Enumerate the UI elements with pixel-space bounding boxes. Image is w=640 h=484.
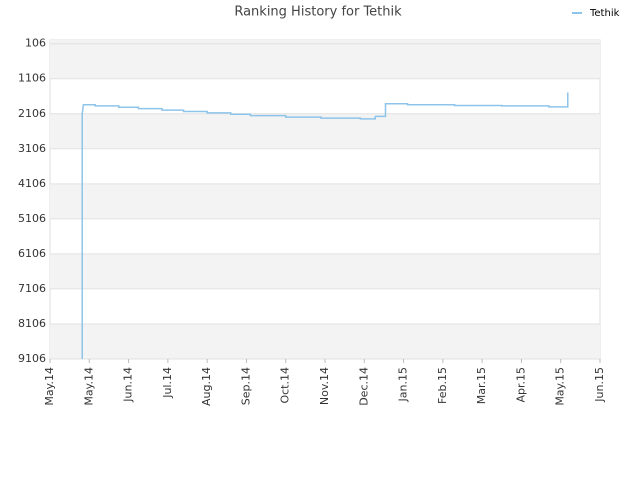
y-tick-label: 1106 <box>18 72 46 85</box>
x-tick-label: Jan.15 <box>397 367 410 402</box>
y-tick-label: 5106 <box>18 212 46 225</box>
x-tick-label: Sep.14 <box>239 367 252 405</box>
y-tick-label: 6106 <box>18 247 46 260</box>
x-tick-label: Dec.14 <box>357 367 370 406</box>
plot-band <box>50 323 600 359</box>
plot-band <box>50 183 600 219</box>
x-tick-label: Jun.14 <box>122 367 135 403</box>
x-tick-label: Apr.15 <box>514 367 527 403</box>
x-tick-label: Jul.14 <box>161 367 174 399</box>
y-tick-label: 106 <box>25 37 46 50</box>
x-tick-label: Oct.14 <box>279 367 292 404</box>
y-tick-label: 9106 <box>18 352 46 365</box>
y-tick-label: 3106 <box>18 142 46 155</box>
plot-band <box>50 43 600 79</box>
plot-band <box>50 40 600 44</box>
x-tick-label: May.14 <box>43 367 56 406</box>
x-tick-label: Jun.15 <box>593 367 606 403</box>
chart-title: Ranking History for Tethik <box>234 5 402 20</box>
x-tick-label: May.15 <box>554 367 567 406</box>
x-tick-label: Mar.15 <box>475 367 488 404</box>
y-tick-label: 8106 <box>18 317 46 330</box>
legend-label: Tethik <box>589 8 620 19</box>
plot-band <box>50 253 600 289</box>
line <box>81 92 569 359</box>
x-tick-label: May.14 <box>82 367 95 406</box>
plot-band <box>50 113 600 149</box>
y-tick-label: 2106 <box>18 107 46 120</box>
y-tick-label: 4106 <box>18 177 46 190</box>
x-tick-label: Feb.15 <box>436 367 449 404</box>
x-tick-label: Nov.14 <box>318 367 331 405</box>
y-tick-label: 7106 <box>18 282 46 295</box>
x-tick-label: Aug.14 <box>200 367 213 406</box>
